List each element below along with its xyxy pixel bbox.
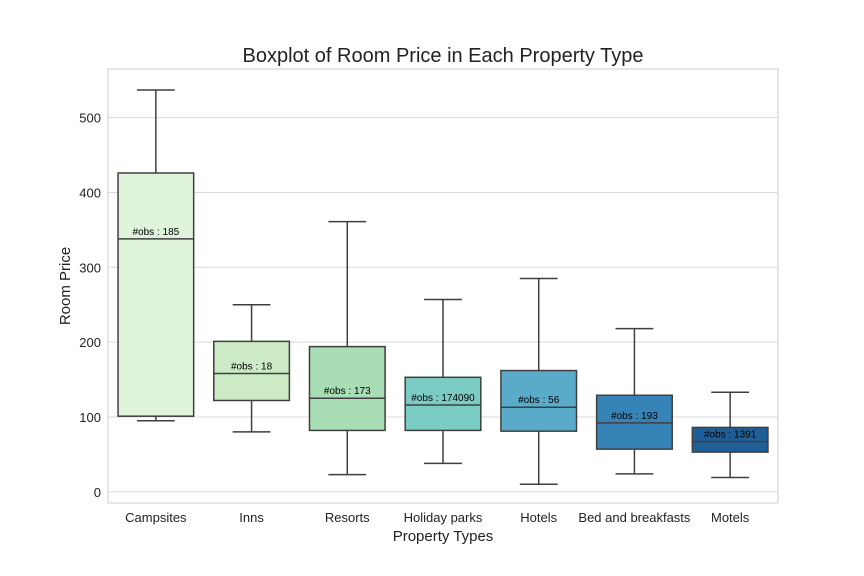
- x-tick-label: Inns: [239, 510, 264, 525]
- box-group: #obs : 1391: [691, 391, 769, 479]
- x-tick-label: Hotels: [520, 510, 557, 525]
- obs-count-label: #obs : 185: [132, 227, 179, 238]
- box: [308, 345, 386, 432]
- obs-count-label: #obs : 56: [518, 395, 560, 406]
- box-group: #obs : 174090: [404, 298, 482, 465]
- x-tick-label: Holiday parks: [404, 510, 483, 525]
- x-tick-label: Resorts: [325, 510, 370, 525]
- box-group: #obs : 56: [500, 277, 578, 486]
- box-group: #obs : 18: [213, 303, 291, 433]
- x-tick-label: Motels: [711, 510, 750, 525]
- obs-count-label: #obs : 173: [324, 386, 371, 397]
- y-axis-label: Room Price: [57, 247, 74, 325]
- box: [500, 369, 578, 432]
- box-series: #obs : 185 #obs : 18 #obs : 173 #obs : 1740…: [117, 89, 769, 486]
- y-tick-label: 0: [94, 485, 101, 500]
- y-tick-label: 300: [79, 260, 101, 275]
- box: [117, 172, 195, 417]
- box-group: #obs : 185: [117, 89, 195, 422]
- y-tick-label: 400: [79, 185, 101, 200]
- y-tick-label: 200: [79, 335, 101, 350]
- obs-count-label: #obs : 174090: [411, 393, 475, 404]
- box: [213, 340, 291, 402]
- chart-title: Boxplot of Room Price in Each Property T…: [243, 45, 644, 67]
- x-axis-ticks: Campsites Inns Resorts Holiday parks Hotels B…: [125, 510, 750, 525]
- x-tick-label: Campsites: [125, 510, 187, 525]
- obs-count-label: #obs : 18: [231, 362, 273, 373]
- obs-count-label: #obs : 193: [611, 411, 658, 422]
- y-axis-ticks: 0 100 200 300 400 500: [79, 111, 101, 500]
- x-axis-label: Property Types: [393, 528, 494, 545]
- y-tick-label: 500: [79, 111, 101, 126]
- box-group: #obs : 193: [595, 327, 673, 475]
- x-tick-label: Bed and breakfasts: [578, 510, 691, 525]
- box-group: #obs : 173: [308, 220, 386, 476]
- box: [691, 426, 769, 453]
- y-tick-label: 100: [79, 410, 101, 425]
- box: [404, 376, 482, 432]
- obs-count-label: #obs : 1391: [704, 430, 757, 441]
